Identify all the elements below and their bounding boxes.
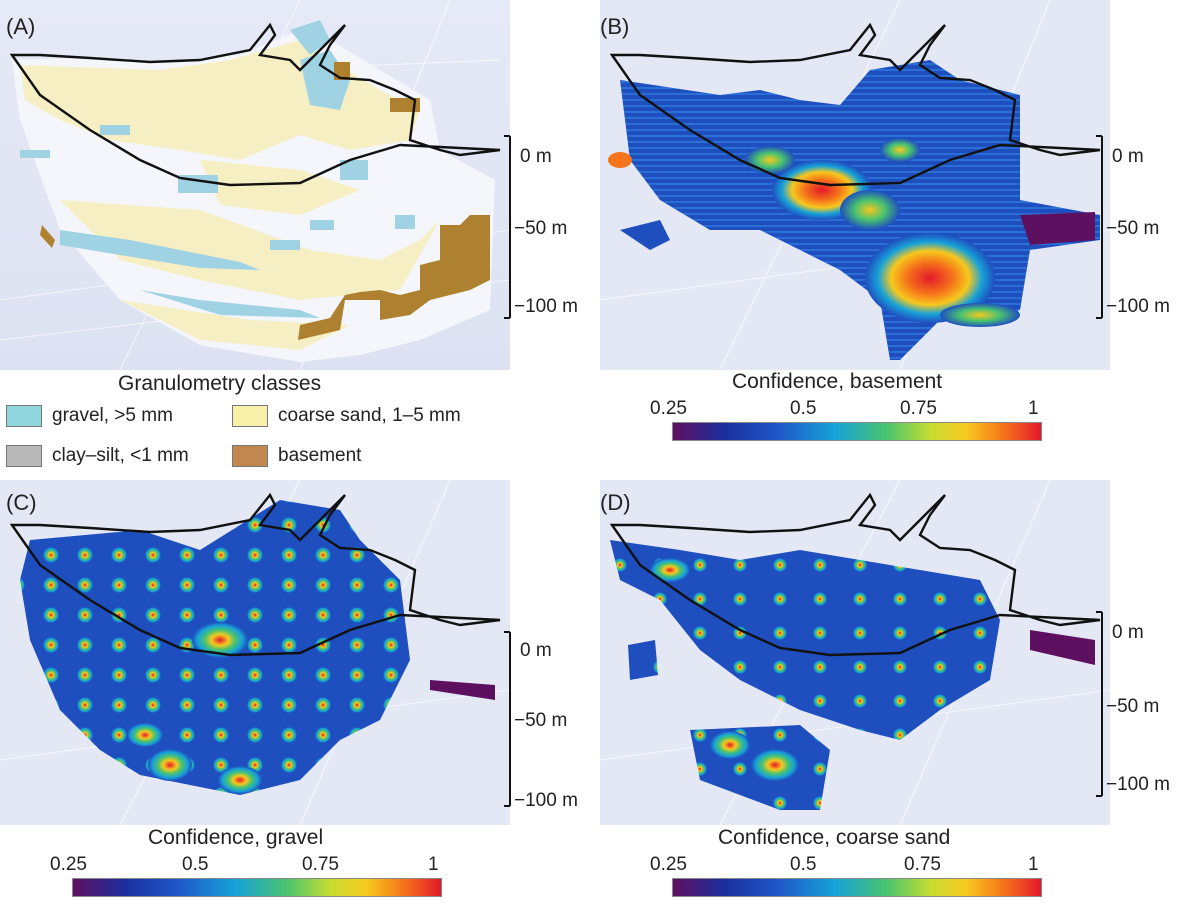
- panel-c-image: [0, 480, 510, 825]
- panel-d-image: [600, 480, 1110, 825]
- colorbar-tick: 0.25: [650, 854, 687, 875]
- panel-b-letter: (B): [600, 14, 630, 39]
- coarse-sand-swatch: [232, 405, 268, 427]
- legend-item-gravel: gravel, >5 mm: [6, 404, 173, 428]
- depth-label-100: −100 m: [514, 790, 578, 811]
- depth-label-50: −50 m: [514, 710, 568, 731]
- panel-d-coarse-sand-confidence: (D): [600, 480, 1110, 825]
- colorbar-b-gradient: [672, 422, 1042, 441]
- colorbar-tick: 0.75: [904, 854, 941, 875]
- panel-c-letter: (C): [6, 490, 37, 515]
- depth-label-0: 0 m: [1112, 622, 1144, 643]
- colorbar-d: Confidence, coarse sand 0.25 0.5 0.75 1: [640, 826, 1080, 906]
- panel-a-granulometry: (A): [0, 0, 510, 370]
- depth-label-50: −50 m: [1106, 696, 1160, 717]
- depth-axis-d: [1096, 611, 1103, 797]
- colorbar-tick: 0.25: [50, 854, 87, 875]
- colorbar-b: Confidence, basement 0.25 0.5 0.75 1: [640, 368, 1080, 448]
- colorbar-c-caption: Confidence, gravel: [148, 826, 324, 849]
- colorbar-tick: 1: [1028, 398, 1039, 419]
- gravel-swatch: [6, 405, 42, 427]
- legend-label-clay-silt: clay–silt, <1 mm: [52, 445, 189, 466]
- depth-label-0: 0 m: [520, 146, 552, 167]
- depth-label-0: 0 m: [520, 640, 552, 661]
- colorbar-d-gradient: [672, 878, 1042, 897]
- depth-label-100: −100 m: [1106, 296, 1170, 317]
- depth-scale-d: 0 m −50 m −100 m: [1092, 606, 1192, 806]
- depth-axis-c: [504, 631, 511, 807]
- depth-label-100: −100 m: [514, 296, 578, 317]
- panel-a-letter: (A): [6, 14, 36, 39]
- legend-label-coarse-sand: coarse sand, 1–5 mm: [278, 405, 461, 426]
- colorbar-tick: 1: [1028, 854, 1039, 875]
- depth-label-100: −100 m: [1106, 774, 1170, 795]
- legend-item-coarse-sand: coarse sand, 1–5 mm: [232, 404, 461, 428]
- panel-d-letter: (D): [600, 490, 631, 515]
- colorbar-tick: 0.25: [650, 398, 687, 419]
- legend-label-basement: basement: [278, 445, 362, 466]
- colorbar-tick: 0.75: [900, 398, 937, 419]
- colorbar-b-caption: Confidence, basement: [732, 370, 943, 393]
- depth-axis-a: [504, 135, 511, 319]
- legend-item-basement: basement: [232, 444, 361, 468]
- depth-label-50: −50 m: [1106, 218, 1160, 239]
- depth-scale-c: 0 m −50 m −100 m: [500, 626, 600, 826]
- colorbar-tick: 1: [428, 854, 439, 875]
- colorbar-c-gradient: [72, 878, 442, 897]
- colorbar-c: Confidence, gravel 0.25 0.5 0.75 1: [40, 826, 480, 906]
- granulometry-legend: Granulometry classes gravel, >5 mm coars…: [0, 370, 520, 475]
- legend-item-clay-silt: clay–silt, <1 mm: [6, 444, 189, 468]
- panel-a-image: [0, 0, 510, 370]
- depth-scale-a: 0 m −50 m −100 m: [500, 130, 600, 330]
- panel-b-image: [600, 0, 1110, 370]
- colorbar-tick: 0.75: [302, 854, 339, 875]
- depth-scale-b: 0 m −50 m −100 m: [1092, 130, 1192, 330]
- legend-label-gravel: gravel, >5 mm: [52, 405, 173, 426]
- depth-axis-b: [1096, 135, 1103, 319]
- colorbar-tick: 0.5: [790, 854, 817, 875]
- colorbar-d-caption: Confidence, coarse sand: [718, 826, 951, 849]
- legend-title: Granulometry classes: [118, 372, 322, 395]
- clay-silt-swatch: [6, 445, 42, 467]
- basement-swatch: [232, 445, 268, 467]
- panel-b-basement-confidence: (B): [600, 0, 1110, 370]
- colorbar-tick: 0.5: [182, 854, 209, 875]
- depth-label-0: 0 m: [1112, 146, 1144, 167]
- panel-c-gravel-confidence: (C): [0, 480, 510, 825]
- depth-label-50: −50 m: [514, 218, 568, 239]
- colorbar-tick: 0.5: [790, 398, 817, 419]
